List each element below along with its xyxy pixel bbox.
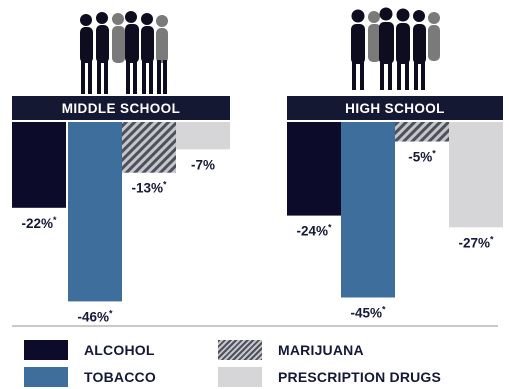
value-label-high-school-marijuana: -5%* <box>408 149 436 165</box>
value-label-high-school-prescription-drugs: -27%* <box>458 234 494 250</box>
legend-label-prescription-drugs: PRESCRIPTION DRUGS <box>278 369 442 385</box>
legend-item-marijuana: MARIJUANA <box>218 340 364 360</box>
legend-item-prescription-drugs: PRESCRIPTION DRUGS <box>218 367 441 387</box>
legend-swatch-alcohol <box>24 340 68 360</box>
legend-swatch-marijuana <box>218 340 262 360</box>
legend-label-alcohol: ALCOHOL <box>84 342 155 358</box>
chart-panel-middle-school: MIDDLE SCHOOL -22%* -46%* -13%* -7% <box>12 96 230 324</box>
panel-header-middle-school <box>12 96 230 120</box>
value-label-high-school-alcohol: -24%* <box>296 223 332 239</box>
panel-title-high-school: HIGH SCHOOL <box>345 101 445 116</box>
legend-label-marijuana: MARIJUANA <box>278 342 364 358</box>
students-silhouette-icon-middle <box>80 11 168 94</box>
value-label-middle-school-marijuana: -13%* <box>131 180 167 196</box>
panel-title-middle-school: MIDDLE SCHOOL <box>62 101 180 116</box>
bar-middle-school-marijuana <box>122 122 176 173</box>
bar-high-school-tobacco <box>341 122 395 298</box>
bar-high-school-prescription-drugs <box>449 122 503 228</box>
value-label-middle-school-alcohol: -22%* <box>21 215 57 231</box>
bar-high-school-marijuana <box>395 122 449 142</box>
students-silhouette-icon-high <box>351 7 440 90</box>
legend-swatch-tobacco <box>24 367 68 387</box>
bar-middle-school-prescription-drugs <box>176 122 230 150</box>
legend-item-alcohol: ALCOHOL <box>24 340 155 360</box>
value-label-middle-school-tobacco: -46%* <box>77 308 113 324</box>
legend-swatch-prescription-drugs <box>218 367 262 387</box>
bar-middle-school-tobacco <box>68 122 122 302</box>
bar-high-school-alcohol <box>287 122 341 216</box>
chart-legend: ALCOHOL TOBACCO MARIJUANA PRESCRIPTION D… <box>12 325 498 389</box>
legend-label-tobacco: TOBACCO <box>84 369 156 385</box>
panel-header-high-school <box>287 96 503 120</box>
chart-panel-high-school: HIGH SCHOOL -24%* -45%* -5%* -27%* <box>287 96 503 321</box>
value-label-high-school-tobacco: -45%* <box>350 305 386 321</box>
value-label-middle-school-prescription-drugs: -7% <box>191 157 215 172</box>
bar-middle-school-alcohol <box>12 122 66 208</box>
legend-item-tobacco: TOBACCO <box>24 367 156 387</box>
